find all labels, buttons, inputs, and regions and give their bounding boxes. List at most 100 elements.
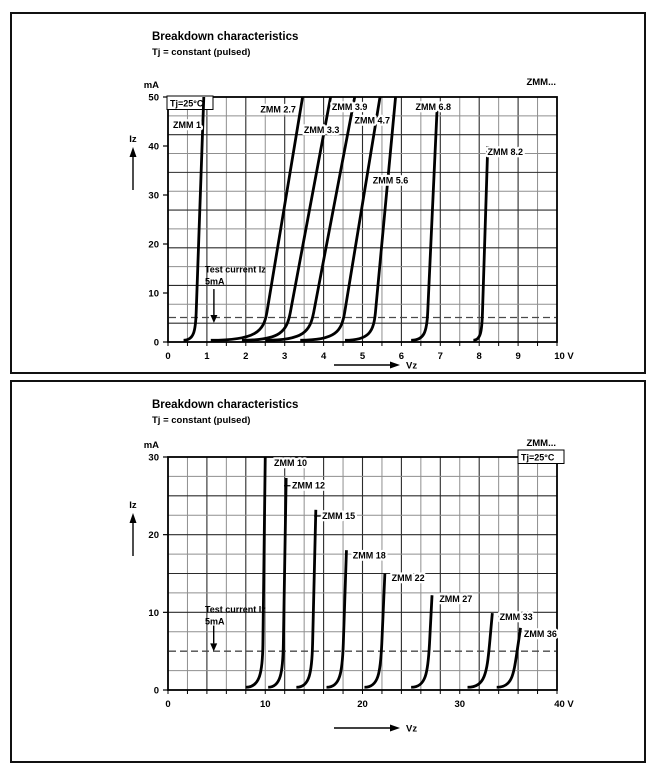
curve-zmm-22 (364, 573, 387, 689)
curve-zmm-8.2 (473, 145, 490, 342)
curve-label-zmm-22: ZMM 22 (392, 573, 425, 583)
y-tick-label: 30 (148, 191, 159, 202)
curve-zmm-1 (183, 96, 206, 342)
curve-label-zmm-2.7: ZMM 2.7 (260, 105, 296, 115)
temp-box-frame (517, 449, 565, 464)
x-tick-label: 0 (165, 351, 170, 362)
curve-label-zmm-5.6: ZMM 5.6 (373, 175, 409, 185)
temp-condition-box: Tj=25°C (517, 449, 565, 464)
x-tick-label: 8 (477, 351, 482, 362)
family-label: ZMM... (526, 438, 556, 449)
y-tick-label: 10 (148, 289, 159, 300)
x-tick-label: 2 (243, 351, 248, 362)
x-tick-label: 20 (357, 699, 368, 710)
curve-label-zmm-36: ZMM 36 (524, 629, 557, 639)
curve-labels-layer: ZMM 10 ZMM 12 ZMM 15 ZMM 18 ZMM 22 ZMM 27 ZMM … (272, 456, 559, 641)
axis-annotations: Breakdown characteristics Tj = constant … (129, 31, 556, 372)
curve-zmm-33 (467, 612, 494, 689)
curve-label-zmm-6.8: ZMM 6.8 (416, 102, 452, 112)
y-tick-label: 0 (154, 686, 159, 697)
curve-zmm-2.7 (210, 96, 304, 342)
y-axis-label: Iz (129, 134, 137, 145)
chart-panel-low-voltage: 0 1 2 3 4 5 6 7 8 9 10 V 0 10 20 30 40 50 Test current I… (10, 12, 646, 374)
temp-condition-label: Tj=25°C (521, 453, 555, 463)
curve-zmm-3.9 (265, 96, 357, 342)
curve-label-zmm-33: ZMM 33 (500, 612, 533, 622)
curve-label-zmm-12: ZMM 12 (292, 481, 325, 491)
y-tick-label: 40 (148, 142, 159, 153)
test-current-line2: 5mA (205, 276, 225, 286)
curve-zmm-3.3 (241, 96, 332, 342)
test-current-line1: Test current Iz (205, 264, 266, 274)
curve-zmm-12 (267, 477, 288, 689)
x-axis-arrow-head-icon (390, 361, 400, 369)
curve-labels-layer: ZMM 1 ZMM 2.7 ZMM 3.3 ZMM 3.9 ZMM 4.7 ZMM 5.6… (171, 100, 525, 188)
curve-zmm-18 (326, 550, 348, 689)
grid-layer: 0 10 20 30 40 V 0 10 20 30 (148, 453, 574, 711)
x-tick-label: 4 (321, 351, 327, 362)
curve-label-zmm-3.9: ZMM 3.9 (332, 102, 368, 112)
test-current-arrow-head-icon (210, 643, 218, 652)
x-tick-label: 1 (204, 351, 210, 362)
y-unit-label: mA (144, 80, 159, 91)
curve-zmm-10 (245, 456, 267, 689)
test-current-line1: Test current Iz (205, 604, 266, 614)
curve-label-zmm-27: ZMM 27 (439, 594, 472, 604)
y-tick-label: 30 (148, 453, 159, 464)
chart-panel-high-voltage: 0 10 20 30 40 V 0 10 20 30 Test current Iz 5mA T… (10, 380, 646, 763)
x-tick-label: 9 (515, 351, 520, 362)
curves-layer (183, 96, 490, 342)
curve-label-zmm-1: ZMM 1 (173, 120, 201, 130)
x-tick-label: 10 V (554, 351, 574, 362)
x-axis-arrow-head-icon (390, 724, 400, 732)
chart-title: Breakdown characteristics (152, 31, 298, 43)
chart-title: Breakdown characteristics (152, 399, 298, 411)
x-tick-label: 7 (438, 351, 443, 362)
curve-zmm-36 (496, 627, 522, 689)
curve-zmm-15 (296, 509, 318, 689)
x-tick-label: 40 V (554, 699, 574, 710)
test-current-annotation: Test current Iz 5mA (205, 264, 266, 324)
grid-layer: 0 1 2 3 4 5 6 7 8 9 10 V 0 10 20 30 40 50 (148, 93, 574, 363)
temp-condition-label: Tj=25°C (170, 99, 204, 109)
y-tick-label: 20 (148, 240, 159, 251)
x-axis-label: Vz (406, 724, 417, 735)
temp-box-frame (166, 95, 214, 110)
x-tick-label: 0 (165, 699, 170, 710)
y-axis-arrow-head-icon (129, 147, 137, 157)
x-tick-label: 6 (399, 351, 404, 362)
chart-svg-low-voltage: 0 1 2 3 4 5 6 7 8 9 10 V 0 10 20 30 40 50 Test current I… (129, 31, 574, 372)
y-tick-label: 50 (148, 93, 159, 104)
curve-label-zmm-10: ZMM 10 (274, 458, 307, 468)
curve-label-zmm-18: ZMM 18 (353, 551, 386, 561)
temp-condition-box: Tj=25°C (166, 95, 214, 110)
y-tick-label: 10 (148, 608, 159, 619)
curve-zmm-6.8 (411, 106, 439, 342)
curves-layer (245, 456, 522, 689)
x-tick-label: 30 (454, 699, 465, 710)
chart-subtitle: Tj = constant (pulsed) (152, 47, 250, 58)
axis-annotations: Breakdown characteristics Tj = constant … (129, 399, 556, 735)
y-unit-label: mA (144, 440, 159, 451)
family-label: ZMM... (526, 77, 556, 88)
curve-label-zmm-4.7: ZMM 4.7 (354, 116, 390, 126)
chart-subtitle: Tj = constant (pulsed) (152, 415, 250, 426)
test-current-arrow-head-icon (210, 315, 218, 324)
curve-zmm-4.7 (300, 96, 382, 342)
chart-svg-high-voltage: 0 10 20 30 40 V 0 10 20 30 Test current Iz 5mA T… (129, 399, 574, 735)
y-axis-label: Iz (129, 500, 137, 511)
x-axis-label: Vz (406, 361, 417, 372)
y-axis-arrow-head-icon (129, 513, 137, 523)
curve-label-zmm-15: ZMM 15 (322, 511, 355, 521)
curve-zmm-5.6 (344, 96, 397, 342)
test-current-line2: 5mA (205, 616, 225, 626)
test-current-annotation: Test current Iz 5mA (205, 604, 266, 652)
y-tick-label: 20 (148, 530, 159, 541)
curve-label-zmm-3.3: ZMM 3.3 (304, 125, 340, 135)
y-tick-label: 0 (154, 338, 159, 349)
x-tick-label: 3 (282, 351, 287, 362)
x-tick-label: 5 (360, 351, 366, 362)
x-tick-label: 10 (260, 699, 271, 710)
curve-label-zmm-8.2: ZMM 8.2 (488, 147, 524, 157)
